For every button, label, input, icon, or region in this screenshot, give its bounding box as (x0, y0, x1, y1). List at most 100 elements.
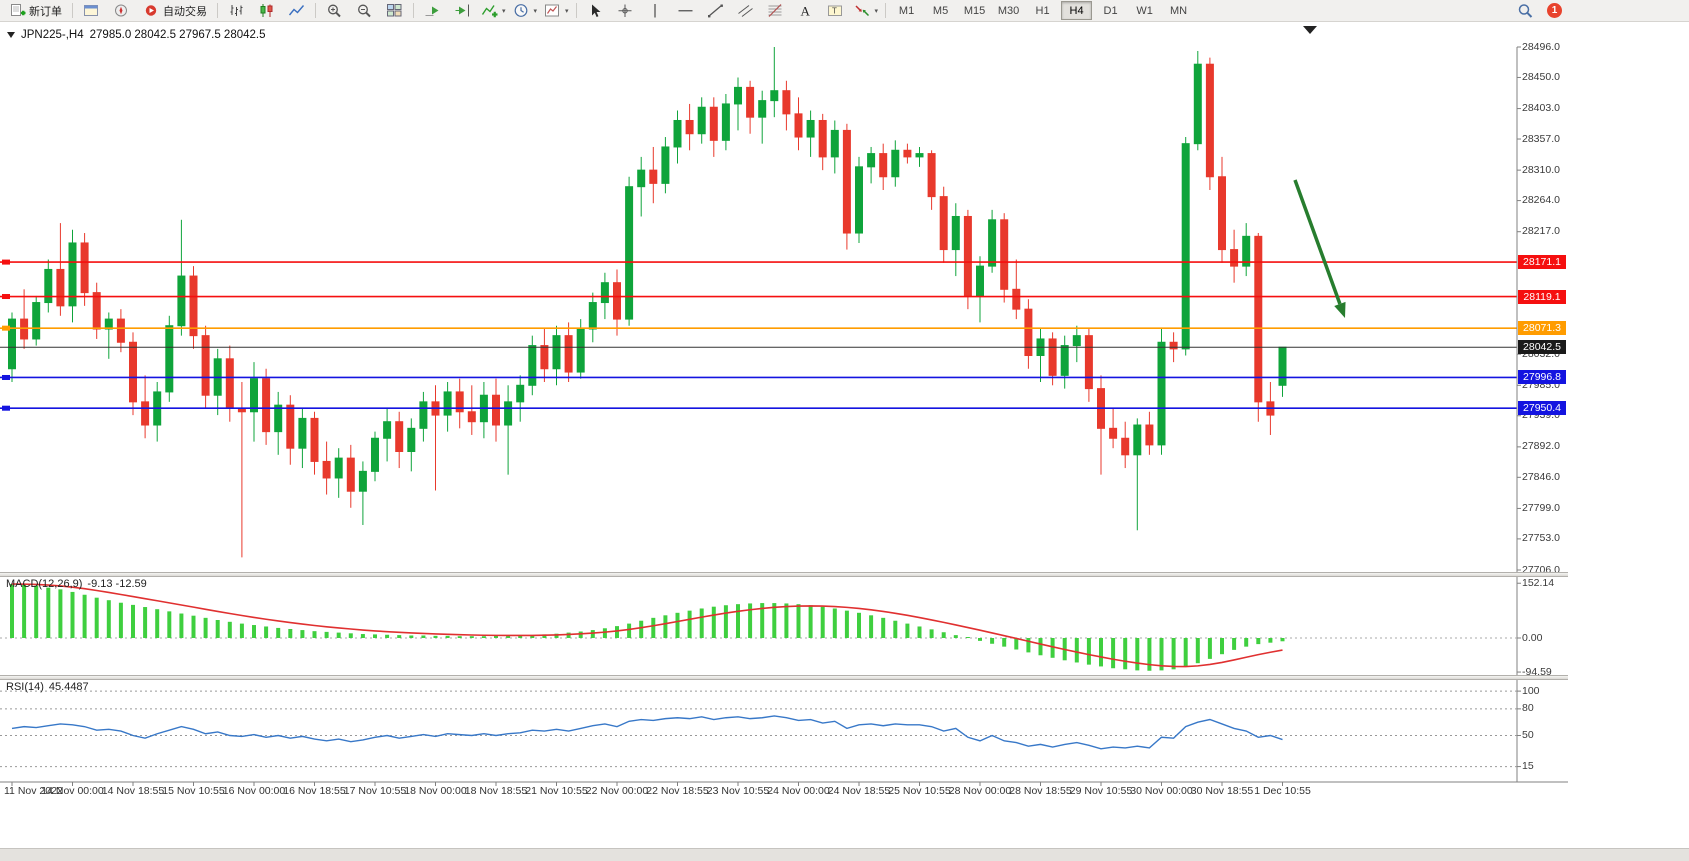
price-axis-label: 28264.0 (1522, 194, 1560, 207)
vertical-line-button[interactable] (641, 0, 670, 21)
toolbar-separator (413, 3, 414, 18)
search-button[interactable] (1511, 0, 1540, 21)
toolbar-separator (575, 3, 577, 18)
level-price-tag: 27950.4 (1518, 401, 1566, 416)
market-watch-button[interactable] (77, 0, 106, 21)
panel-splitter[interactable] (0, 572, 1568, 577)
time-axis-label: 14 Nov 00:00 (41, 785, 104, 797)
time-axis-label: 22 Nov 00:00 (585, 785, 649, 797)
periods-button[interactable]: ▾ (510, 0, 541, 21)
panel-splitter[interactable] (0, 675, 1568, 680)
channel-button[interactable] (731, 0, 760, 21)
trendline-button[interactable] (701, 0, 730, 21)
timeframe-h4[interactable]: H4 (1061, 1, 1093, 20)
chart-shift-button[interactable] (448, 0, 477, 21)
navigator-button[interactable] (107, 0, 136, 21)
timeframe-m15[interactable]: M15 (963, 4, 986, 17)
toolbar-separator (885, 3, 887, 18)
timeframe-m1[interactable]: M1 (898, 4, 915, 17)
rsi-label: RSI(14) 45.4487 (6, 681, 89, 693)
notification-badge[interactable]: 1 (1547, 3, 1562, 18)
macd-axis-label: 152.14 (1522, 576, 1555, 589)
timeframe-mn[interactable]: MN (1170, 4, 1188, 17)
candlestick-chart-button[interactable] (252, 0, 281, 21)
time-axis-label: 1 Dec 10:55 (1254, 785, 1311, 797)
tile-windows-button[interactable] (380, 0, 409, 21)
auto-trading-button-label: 自动交易 (163, 5, 207, 18)
text-label-icon: T (827, 3, 844, 18)
time-axis-label: 21 Nov 10:55 (525, 785, 588, 797)
toolbar-right-group: 1 (1511, 0, 1562, 21)
auto-scroll-button[interactable] (418, 0, 447, 21)
chart-canvas[interactable] (0, 22, 1689, 848)
price-axis-label: 28403.0 (1522, 102, 1560, 115)
timeframe-h1[interactable]: H1 (1035, 4, 1050, 17)
rsi-indicator-name: RSI(14) (6, 681, 44, 693)
level-price-tag: 27996.8 (1518, 370, 1566, 385)
hline-handle[interactable] (2, 294, 10, 300)
cursor-button[interactable] (581, 0, 610, 21)
time-axis-label: 15 Nov 10:55 (162, 785, 225, 797)
rsi-indicator-value: 45.4487 (48, 681, 89, 693)
new-order-button-label: 新订单 (29, 5, 62, 18)
ohlc-readout: 27985.0 28042.5 27967.5 28042.5 (89, 29, 266, 41)
auto-trading-icon (143, 3, 160, 18)
rsi-line (11, 715, 1283, 750)
vertical-line-icon (647, 3, 664, 18)
price-axis-label: 27799.0 (1522, 501, 1560, 514)
timeframe-d1[interactable]: D1 (1103, 4, 1118, 17)
crosshair-button[interactable] (611, 0, 640, 21)
level-price-tag: 28071.3 (1518, 321, 1566, 336)
dropdown-caret-icon: ▾ (502, 7, 506, 15)
hline-handle[interactable] (2, 405, 10, 411)
timeframe-m5[interactable]: M5 (932, 4, 949, 17)
hline-handle[interactable] (2, 325, 10, 331)
svg-text:A: A (800, 4, 810, 19)
toolbar-separator (72, 3, 73, 18)
time-axis-label: 16 Nov 18:55 (283, 785, 346, 797)
time-axis-label: 14 Nov 18:55 (101, 785, 165, 797)
horizontal-line-button[interactable] (671, 0, 700, 21)
fibonacci-button[interactable] (761, 0, 790, 21)
new-order-button[interactable]: 新订单 (3, 0, 68, 21)
bar-chart-button[interactable] (222, 0, 251, 21)
time-axis-label: 30 Nov 00:00 (1130, 785, 1193, 797)
chart-menu-arrow-icon[interactable] (7, 32, 15, 38)
dropdown-caret-icon: ▾ (565, 7, 569, 15)
level-price-tag: 28171.1 (1518, 255, 1566, 270)
auto-scroll-icon (424, 3, 441, 18)
macd-indicator-name: MACD(12,26,9) (6, 578, 83, 590)
timeframe-m30[interactable]: M30 (997, 4, 1020, 17)
hline-handle[interactable] (2, 374, 10, 380)
horizontal-line-icon (677, 3, 694, 18)
chart-shift-marker[interactable] (1303, 26, 1317, 34)
price-axis-label: 28496.0 (1522, 40, 1560, 53)
rsi-axis-label: 100 (1522, 684, 1540, 697)
auto-trading-button[interactable]: 自动交易 (137, 0, 213, 21)
text-button[interactable]: A (791, 0, 820, 21)
price-axis-label: 28310.0 (1522, 163, 1560, 176)
time-axis-label: 28 Nov 18:55 (1009, 785, 1072, 797)
templates-button[interactable]: ▾ (541, 0, 572, 21)
time-axis-label: 16 Nov 00:00 (222, 785, 286, 797)
price-axis-label: 27892.0 (1522, 440, 1560, 453)
text-label-button[interactable]: T (821, 0, 850, 21)
zoom-out-button[interactable] (350, 0, 379, 21)
trend-arrow-annotation[interactable] (1293, 179, 1342, 305)
fibonacci-icon (767, 3, 784, 18)
hline-handle[interactable] (2, 259, 10, 265)
shapes-button[interactable]: ▾ (851, 0, 882, 21)
macd-axis-label: 0.00 (1522, 631, 1543, 644)
indicators-button[interactable]: ▾ (478, 0, 509, 21)
navigator-icon (113, 3, 130, 18)
tile-windows-icon (386, 3, 403, 18)
zoom-in-button[interactable] (320, 0, 349, 21)
line-chart-button[interactable] (282, 0, 311, 21)
channel-icon (737, 3, 754, 18)
crosshair-icon (617, 3, 634, 18)
candlestick-icon (258, 3, 275, 18)
zoom-out-icon (356, 3, 373, 18)
trend-arrow-head[interactable] (1334, 301, 1346, 318)
timeframe-w1[interactable]: W1 (1136, 4, 1153, 17)
price-axis-label: 27846.0 (1522, 470, 1560, 483)
